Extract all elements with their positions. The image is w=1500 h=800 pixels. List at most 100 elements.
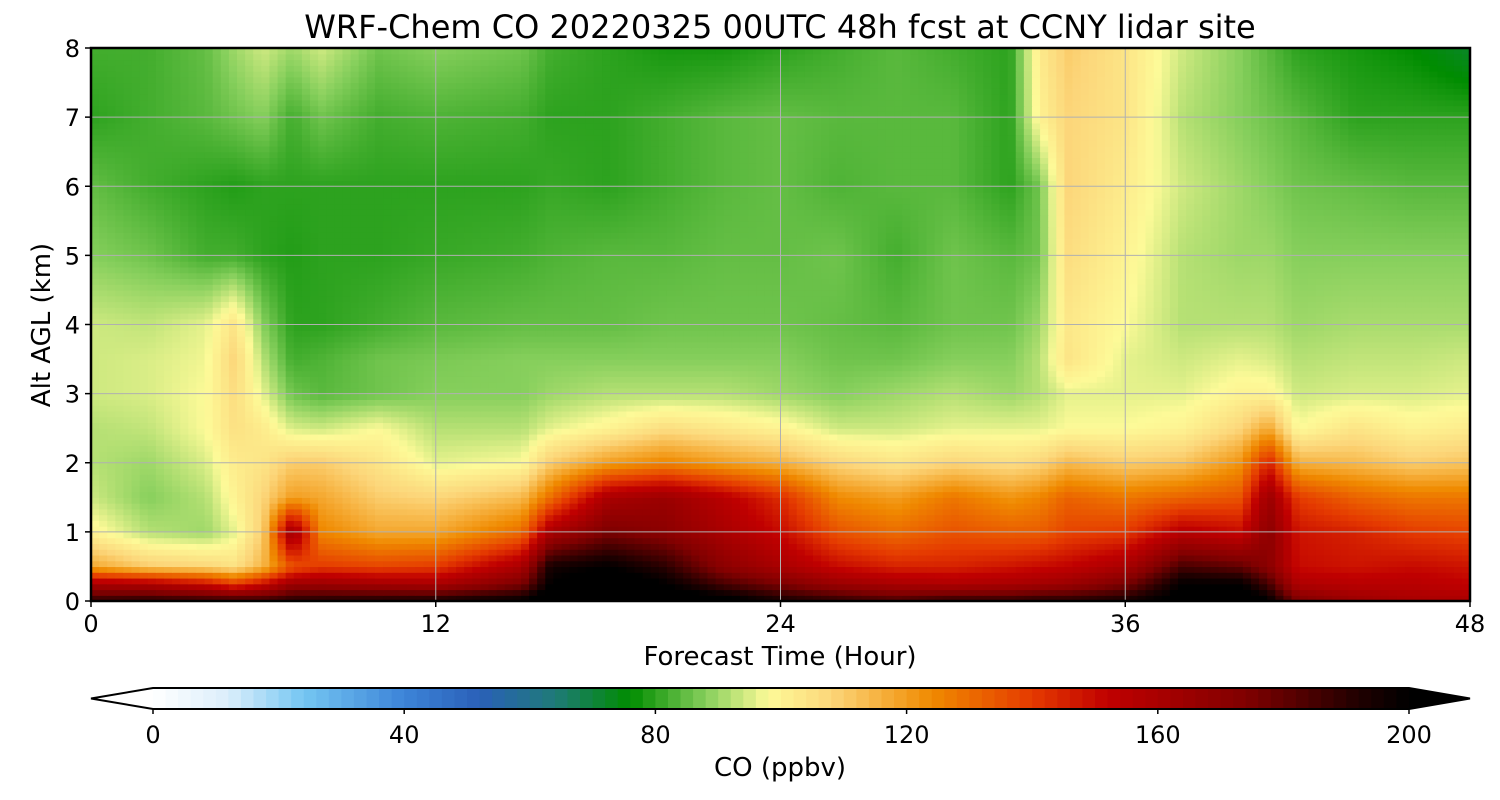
heatmap-cell: [983, 474, 992, 480]
heatmap-cell: [1194, 486, 1203, 492]
heatmap-cell: [1032, 584, 1041, 590]
heatmap-cell: [967, 509, 976, 515]
heatmap-cell: [1259, 469, 1268, 475]
heatmap-cell: [407, 440, 416, 446]
heatmap-cell: [951, 572, 960, 578]
heatmap-cell: [1162, 497, 1171, 503]
heatmap-cell: [156, 451, 165, 457]
heatmap-cell: [1129, 584, 1138, 590]
heatmap-cell: [1348, 486, 1357, 492]
heatmap-cell: [1064, 451, 1073, 457]
heatmap-cell: [456, 503, 465, 509]
heatmap-cell: [1389, 561, 1398, 567]
heatmap-cell: [399, 474, 408, 480]
heatmap-cell: [1194, 589, 1203, 595]
heatmap-cell: [610, 503, 619, 509]
heatmap-cell: [578, 532, 587, 538]
heatmap-cell: [643, 561, 652, 567]
heatmap-cell: [205, 543, 214, 549]
heatmap-cell: [1113, 515, 1122, 521]
heatmap-cell: [334, 543, 343, 549]
heatmap-cell: [326, 492, 335, 498]
heatmap-cell: [991, 566, 1000, 572]
heatmap-cell: [440, 515, 449, 521]
heatmap-cell: [545, 555, 554, 561]
heatmap-cell: [334, 555, 343, 561]
heatmap-cell: [781, 503, 790, 509]
heatmap-cell: [326, 549, 335, 555]
heatmap-cell: [1446, 469, 1455, 475]
heatmap-cell: [302, 532, 311, 538]
heatmap-cell: [626, 434, 635, 440]
heatmap-cell: [553, 532, 562, 538]
heatmap-cell: [1097, 445, 1106, 451]
heatmap-cell: [221, 474, 230, 480]
heatmap-cell: [188, 486, 197, 492]
heatmap-cell: [1292, 549, 1301, 555]
heatmap-cell: [634, 474, 643, 480]
heatmap-cell: [1162, 561, 1171, 567]
heatmap-cell: [594, 469, 603, 475]
heatmap-cell: [1040, 549, 1049, 555]
heatmap-cell: [1137, 492, 1146, 498]
heatmap-cell: [521, 543, 530, 549]
heatmap-cell: [837, 589, 846, 595]
heatmap-cell: [878, 445, 887, 451]
heatmap-cell: [1008, 445, 1017, 451]
heatmap-cell: [1016, 538, 1025, 544]
heatmap-cell: [91, 451, 100, 457]
heatmap-cell: [342, 538, 351, 544]
heatmap-cell: [927, 480, 936, 486]
heatmap-cell: [213, 561, 222, 567]
heatmap-cell: [472, 532, 481, 538]
heatmap-cell: [529, 578, 538, 584]
heatmap-cell: [1381, 566, 1390, 572]
heatmap-cell: [1300, 440, 1309, 446]
heatmap-cell: [375, 543, 384, 549]
heatmap-cell: [643, 520, 652, 526]
heatmap-cell: [123, 561, 132, 567]
heatmap-cell: [983, 589, 992, 595]
heatmap-cell: [797, 486, 806, 492]
heatmap-cell: [910, 584, 919, 590]
heatmap-cell: [318, 503, 327, 509]
heatmap-cell: [991, 584, 1000, 590]
heatmap-cell: [1340, 451, 1349, 457]
heatmap-cell: [1389, 543, 1398, 549]
heatmap-cell: [991, 578, 1000, 584]
heatmap-cell: [732, 445, 741, 451]
heatmap-cell: [513, 561, 522, 567]
heatmap-cell: [902, 451, 911, 457]
heatmap-cell: [123, 463, 132, 469]
heatmap-cell: [172, 474, 181, 480]
heatmap-cell: [935, 434, 944, 440]
heatmap-cell: [488, 497, 497, 503]
heatmap-cell: [805, 509, 814, 515]
heatmap-cell: [1040, 492, 1049, 498]
heatmap-cell: [1267, 480, 1276, 486]
heatmap-cell: [594, 492, 603, 498]
heatmap-cell: [1227, 549, 1236, 555]
heatmap-cell: [586, 474, 595, 480]
heatmap-cell: [772, 589, 781, 595]
heatmap-cell: [99, 532, 108, 538]
heatmap-cell: [870, 555, 879, 561]
heatmap-cell: [1332, 492, 1341, 498]
heatmap-cell: [781, 578, 790, 584]
heatmap-cell: [1405, 520, 1414, 526]
heatmap-cell: [699, 543, 708, 549]
heatmap-cell: [716, 445, 725, 451]
heatmap-cell: [1365, 538, 1374, 544]
heatmap-cell: [351, 520, 360, 526]
heatmap-cell: [894, 532, 903, 538]
heatmap-cell: [326, 434, 335, 440]
heatmap-cell: [367, 474, 376, 480]
heatmap-cell: [115, 589, 124, 595]
heatmap-cell: [456, 589, 465, 595]
heatmap-cell: [813, 434, 822, 440]
heatmap-cell: [878, 589, 887, 595]
heatmap-cell: [902, 497, 911, 503]
heatmap-cell: [1348, 474, 1357, 480]
heatmap-cell: [1048, 445, 1057, 451]
heatmap-cell: [821, 543, 830, 549]
